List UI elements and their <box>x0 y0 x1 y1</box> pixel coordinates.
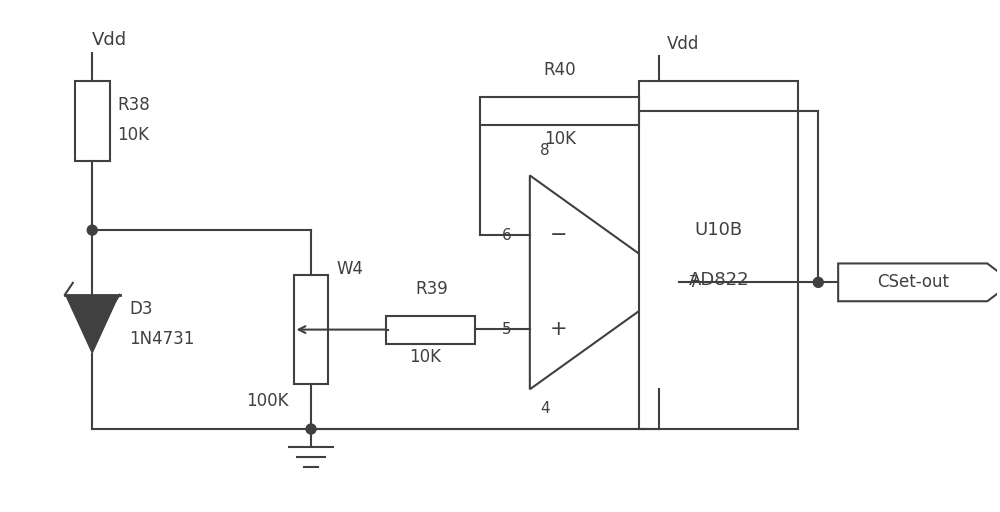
Text: 6: 6 <box>502 228 512 243</box>
Polygon shape <box>838 264 1000 301</box>
Bar <box>639 81 798 429</box>
Circle shape <box>306 424 316 434</box>
Text: 7: 7 <box>689 275 699 290</box>
Text: 10K: 10K <box>118 126 150 144</box>
Text: D3: D3 <box>130 300 153 318</box>
Text: R39: R39 <box>415 280 448 298</box>
Text: U10B: U10B <box>695 221 743 239</box>
Bar <box>386 316 475 344</box>
Text: 10K: 10K <box>544 130 576 147</box>
Bar <box>294 275 328 385</box>
Text: R40: R40 <box>543 61 576 79</box>
Text: CSet-out: CSet-out <box>877 273 949 291</box>
Text: 100K: 100K <box>246 392 289 410</box>
Polygon shape <box>65 295 120 354</box>
Text: −: − <box>550 225 567 245</box>
Text: 5: 5 <box>502 322 512 337</box>
Circle shape <box>813 278 823 287</box>
Circle shape <box>87 225 97 235</box>
Text: W4: W4 <box>336 260 363 278</box>
Polygon shape <box>530 176 679 389</box>
Text: Vdd: Vdd <box>667 35 699 53</box>
Text: AD822: AD822 <box>688 271 749 289</box>
Text: Vdd: Vdd <box>92 31 127 49</box>
Text: 4: 4 <box>540 401 550 416</box>
Text: 1N4731: 1N4731 <box>130 330 195 348</box>
Text: +: + <box>550 319 567 339</box>
Text: 10K: 10K <box>409 349 441 367</box>
Text: 8: 8 <box>540 142 550 158</box>
Bar <box>480 97 639 125</box>
Text: R38: R38 <box>118 96 150 114</box>
Bar <box>75 81 110 161</box>
